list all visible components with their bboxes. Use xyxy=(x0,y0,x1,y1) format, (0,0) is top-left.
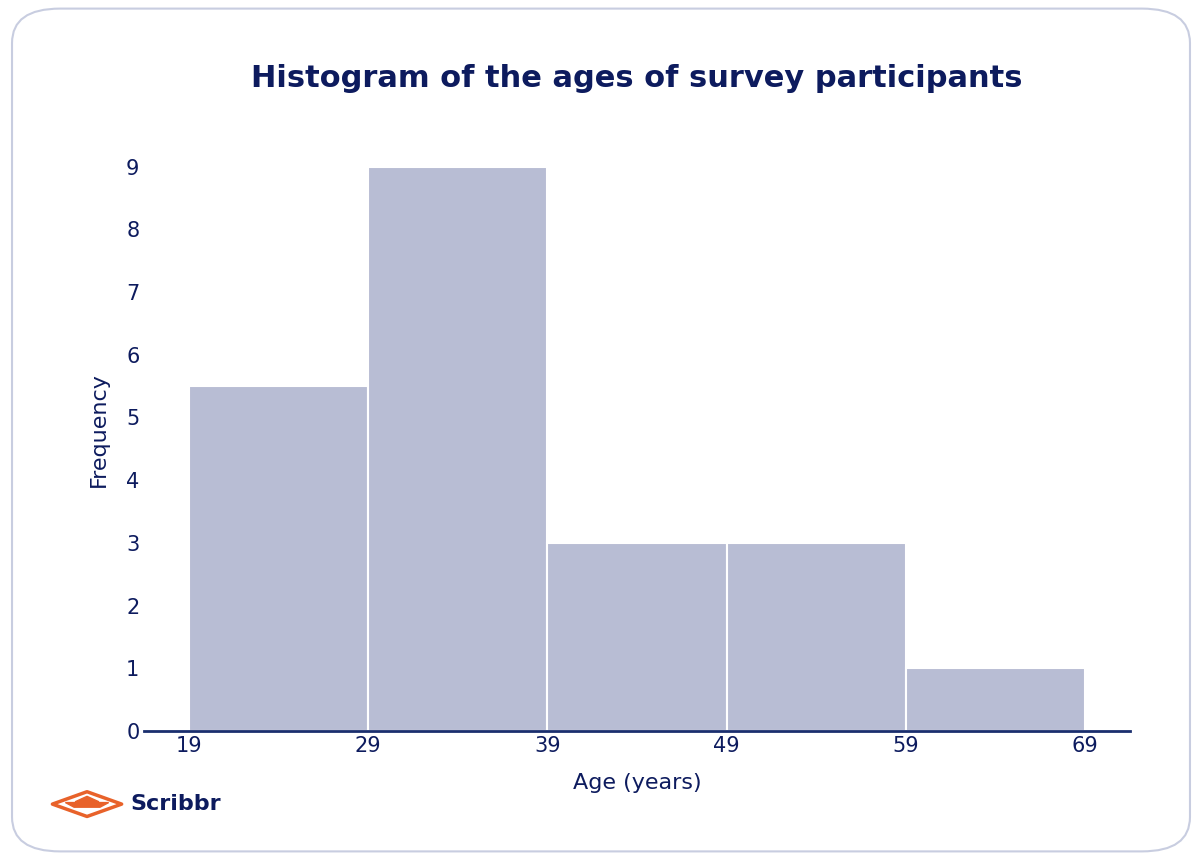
Bar xyxy=(547,543,727,731)
Text: Scribbr: Scribbr xyxy=(130,794,221,814)
Bar xyxy=(189,386,368,731)
Polygon shape xyxy=(75,796,99,804)
Bar xyxy=(368,167,547,731)
Bar xyxy=(906,668,1085,731)
Bar xyxy=(727,543,906,731)
Polygon shape xyxy=(65,802,108,808)
X-axis label: Age (years): Age (years) xyxy=(572,772,702,793)
Y-axis label: Frequency: Frequency xyxy=(89,372,109,488)
Title: Histogram of the ages of survey participants: Histogram of the ages of survey particip… xyxy=(251,64,1023,94)
